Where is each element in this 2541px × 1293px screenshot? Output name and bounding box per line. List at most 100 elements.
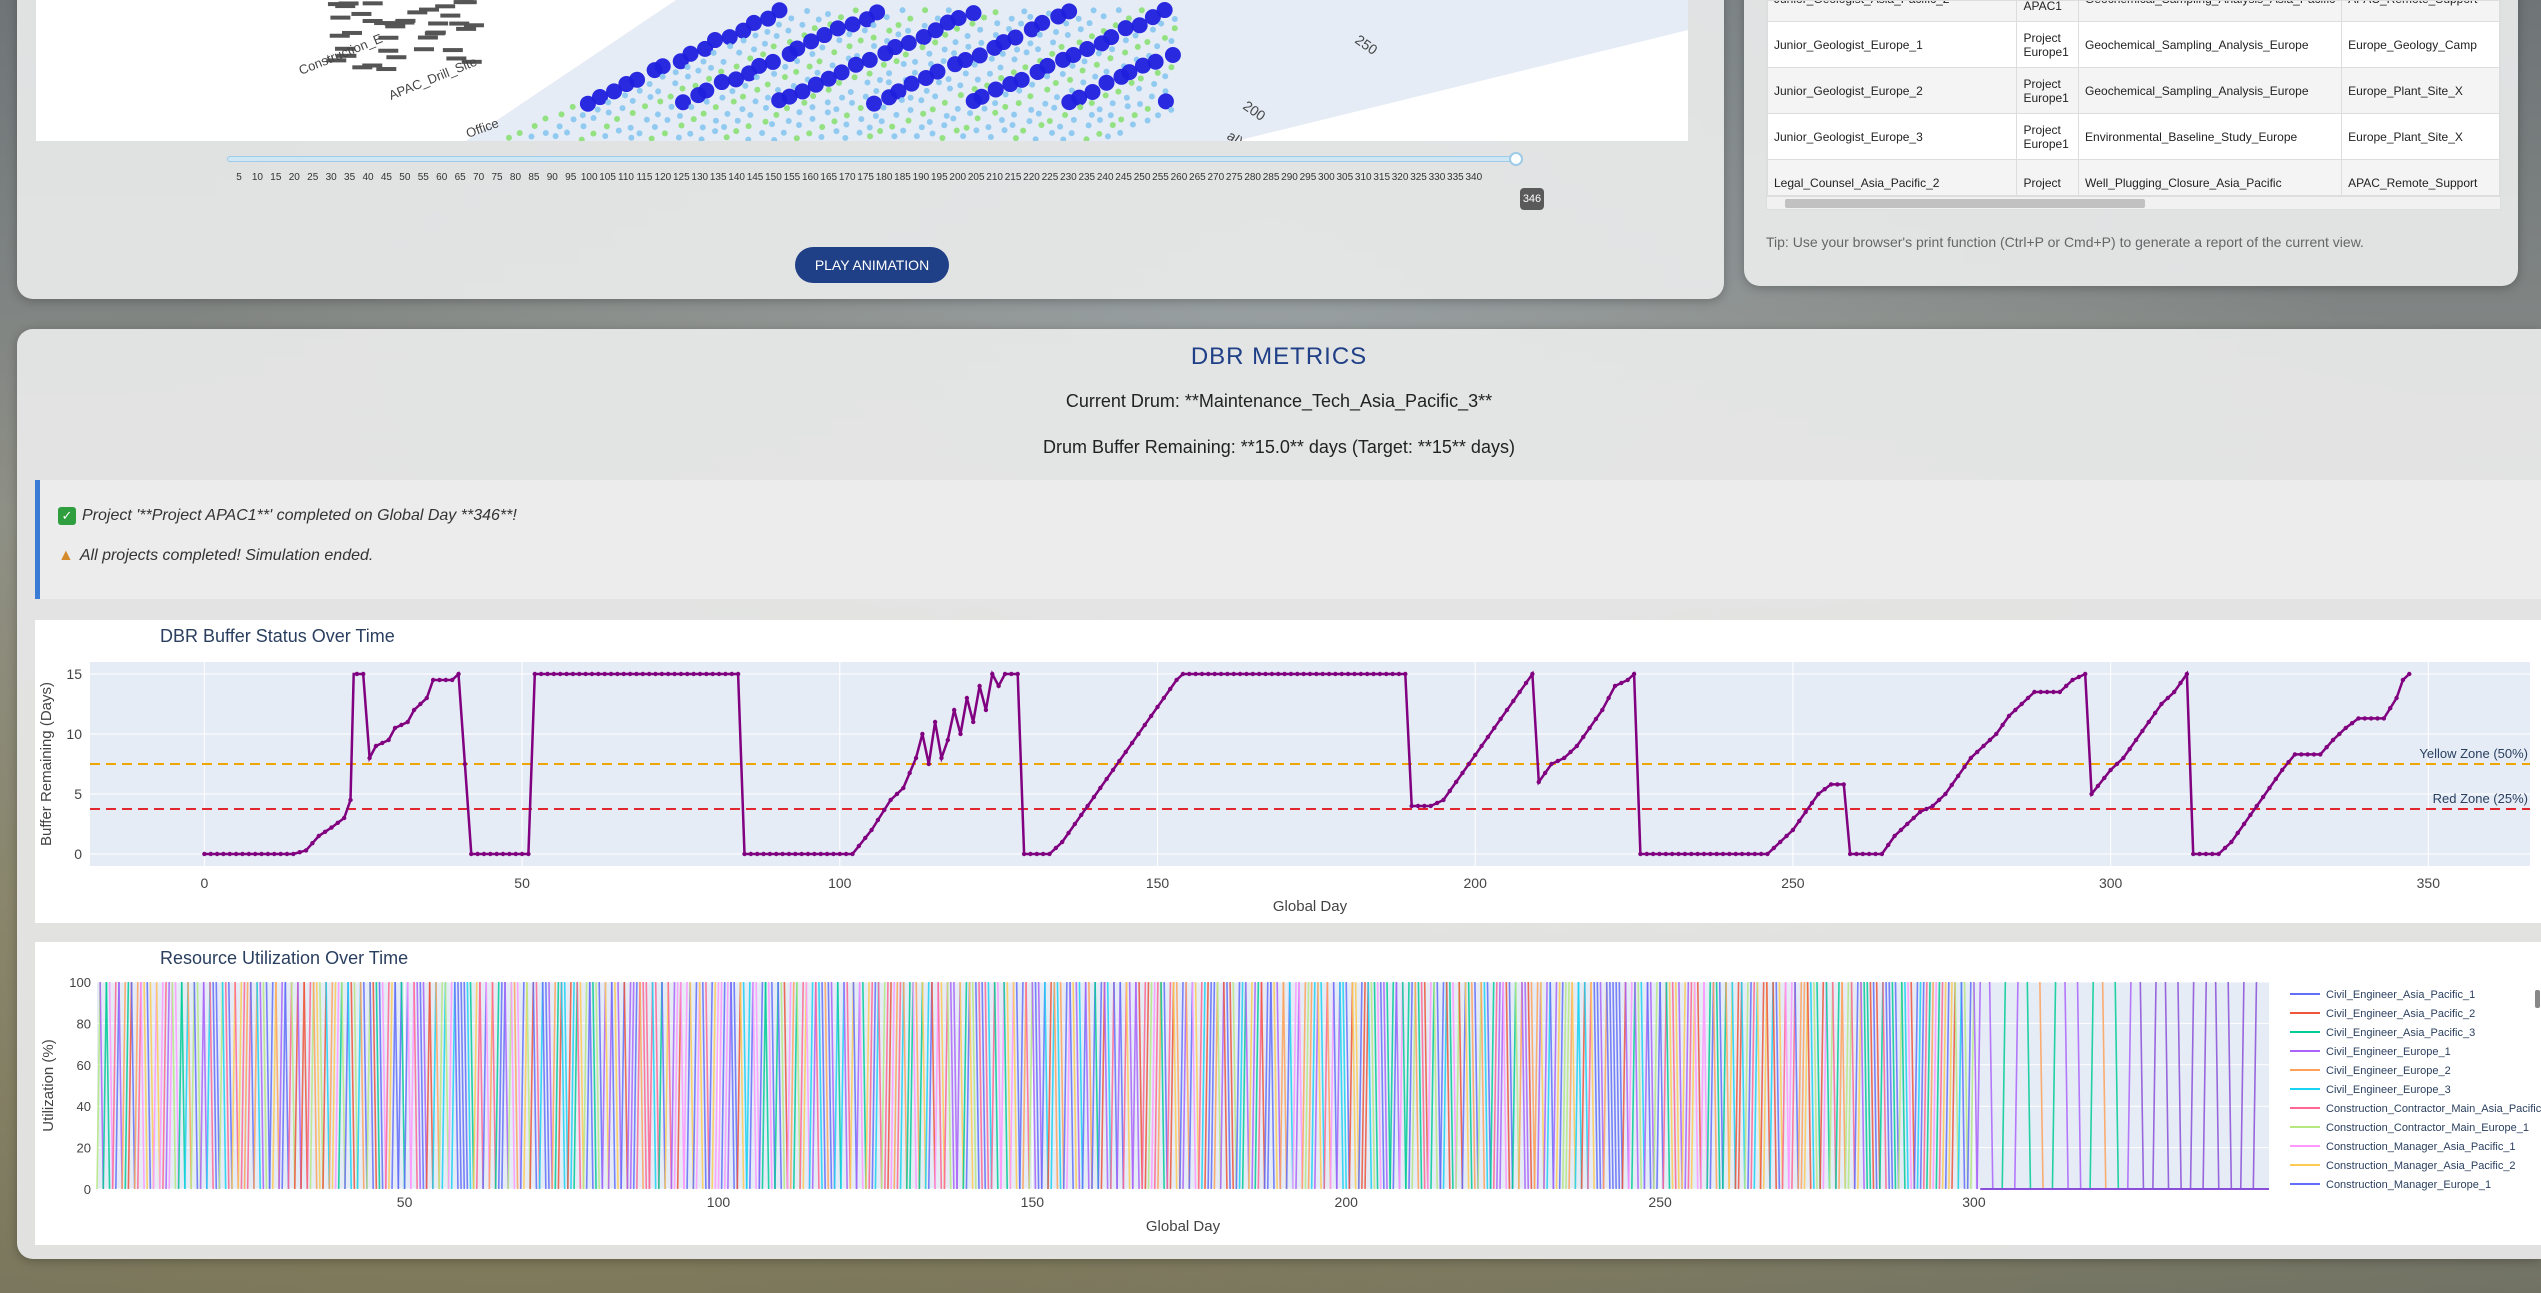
utilization-segment — [1182, 981, 1187, 1190]
utilization-segment — [1376, 981, 1382, 1190]
slider-tick-label: 265 — [1189, 172, 1206, 183]
3d-floor — [466, 0, 1688, 141]
table-row[interactable]: Junior_Geologist_Europe_3 Project Europe1… — [1767, 113, 2500, 160]
x-tick-label: 50 — [397, 1194, 413, 1210]
utilization-segment — [645, 981, 651, 1190]
3d-point — [889, 123, 896, 130]
3d-point — [1020, 127, 1027, 134]
3d-point — [905, 27, 912, 34]
utilization-segment — [1944, 981, 1950, 1190]
3d-point — [1038, 121, 1045, 128]
3d-point — [578, 136, 585, 141]
3d-point — [1058, 43, 1065, 50]
3d-point — [815, 16, 822, 23]
utilization-segment — [278, 981, 283, 1190]
utilization-segment — [1339, 981, 1344, 1190]
utilization-segment — [2013, 981, 2019, 1190]
utilization-segment — [598, 981, 604, 1190]
utilization-segment — [1266, 981, 1272, 1190]
utilization-segment — [218, 981, 224, 1190]
buffer-point — [2165, 695, 2171, 701]
buffer-point — [1917, 809, 1923, 815]
utilization-segment — [667, 981, 673, 1190]
table-horizontal-scrollbar[interactable] — [1766, 196, 2501, 210]
3d-point — [900, 34, 917, 51]
utilization-segment — [1605, 981, 1611, 1190]
3d-point — [946, 85, 953, 92]
buffer-status-chart[interactable]: DBR Buffer Status Over Time 0 5 10 15 0 50 100… — [35, 620, 2541, 923]
utilization-segment — [1712, 981, 1718, 1190]
utilization-segment — [1257, 981, 1263, 1190]
3d-stacked-label — [419, 7, 440, 12]
buffer-point — [1307, 671, 1313, 677]
3d-point — [745, 123, 752, 130]
utilization-segment — [1546, 981, 1552, 1190]
utilization-segment — [824, 981, 830, 1190]
x-tick-label: 100 — [707, 1194, 731, 1210]
3d-point — [849, 99, 856, 106]
utilization-segment — [1075, 981, 1081, 1190]
buffer-point — [2368, 716, 2374, 721]
utilization-segment — [1571, 981, 1577, 1190]
utilization-segment — [2214, 981, 2220, 1190]
day-slider-track[interactable] — [227, 156, 1517, 162]
slider-tick-label: 245 — [1115, 172, 1132, 183]
utilization-segment — [406, 981, 412, 1190]
3d-point — [1149, 26, 1156, 33]
play-animation-button[interactable]: PLAY ANIMATION — [795, 247, 949, 283]
3d-point — [825, 86, 832, 93]
utilization-segment — [1081, 981, 1087, 1190]
3d-point — [952, 39, 959, 46]
buffer-point — [545, 671, 550, 677]
buffer-point — [964, 695, 970, 701]
3d-point — [905, 117, 912, 124]
buffer-point — [519, 851, 525, 857]
utilization-segment — [836, 981, 842, 1190]
3d-point — [627, 124, 634, 131]
day-slider-handle[interactable] — [1509, 152, 1523, 166]
x-tick-label: 200 — [1464, 875, 1488, 891]
legend-entry: Construction_Manager_Asia_Pacific_1 — [2326, 1141, 2516, 1153]
buffer-point — [392, 725, 398, 731]
utilization-segment — [353, 981, 359, 1190]
utilization-segment — [1288, 981, 1294, 1190]
utilization-segment — [1345, 981, 1351, 1190]
utilization-chart[interactable]: Resource Utilization Over Time 0 20 40 60 80… — [35, 942, 2541, 1245]
utilization-segment — [1543, 981, 1548, 1190]
3d-point — [794, 58, 801, 65]
3d-point — [699, 124, 706, 131]
3d-point — [1162, 73, 1169, 80]
utilization-segment — [322, 981, 327, 1190]
3d-point — [651, 123, 658, 130]
buffer-point — [1021, 851, 1027, 857]
3d-point — [782, 63, 789, 70]
utilization-segment — [1536, 981, 1542, 1190]
3d-point — [1118, 116, 1125, 123]
slider-tick-label: 160 — [801, 172, 819, 183]
slider-tick-label: 40 — [362, 172, 374, 183]
buffer-point — [1148, 713, 1154, 719]
x-axis-title: Global Day — [1273, 898, 1348, 915]
3d-point — [903, 75, 920, 92]
3d-point — [803, 33, 820, 50]
scrollbar-thumb[interactable] — [1785, 199, 2145, 208]
table-row[interactable]: Junior_Geologist_Europe_2 Project Europe1… — [1767, 67, 2500, 114]
3d-scatter-plot[interactable]: APAC_Drill_Site Office Construction_E 250 20… — [36, 0, 1688, 141]
utilization-segment — [1574, 981, 1580, 1190]
utilization-segment — [1784, 981, 1790, 1190]
table-row[interactable]: Junior_Geologist_Europe_1 Project Europe1… — [1767, 21, 2500, 68]
buffer-point — [678, 671, 684, 677]
buffer-point — [1974, 749, 1980, 755]
utilization-segment — [152, 981, 158, 1190]
table-row[interactable]: Legal_Counsel_Asia_Pacific_2 Project Well_… — [1767, 159, 2500, 195]
3d-point — [642, 103, 649, 110]
3d-point — [1168, 106, 1175, 113]
utilization-segment — [673, 981, 679, 1190]
buffer-point — [2210, 851, 2215, 857]
